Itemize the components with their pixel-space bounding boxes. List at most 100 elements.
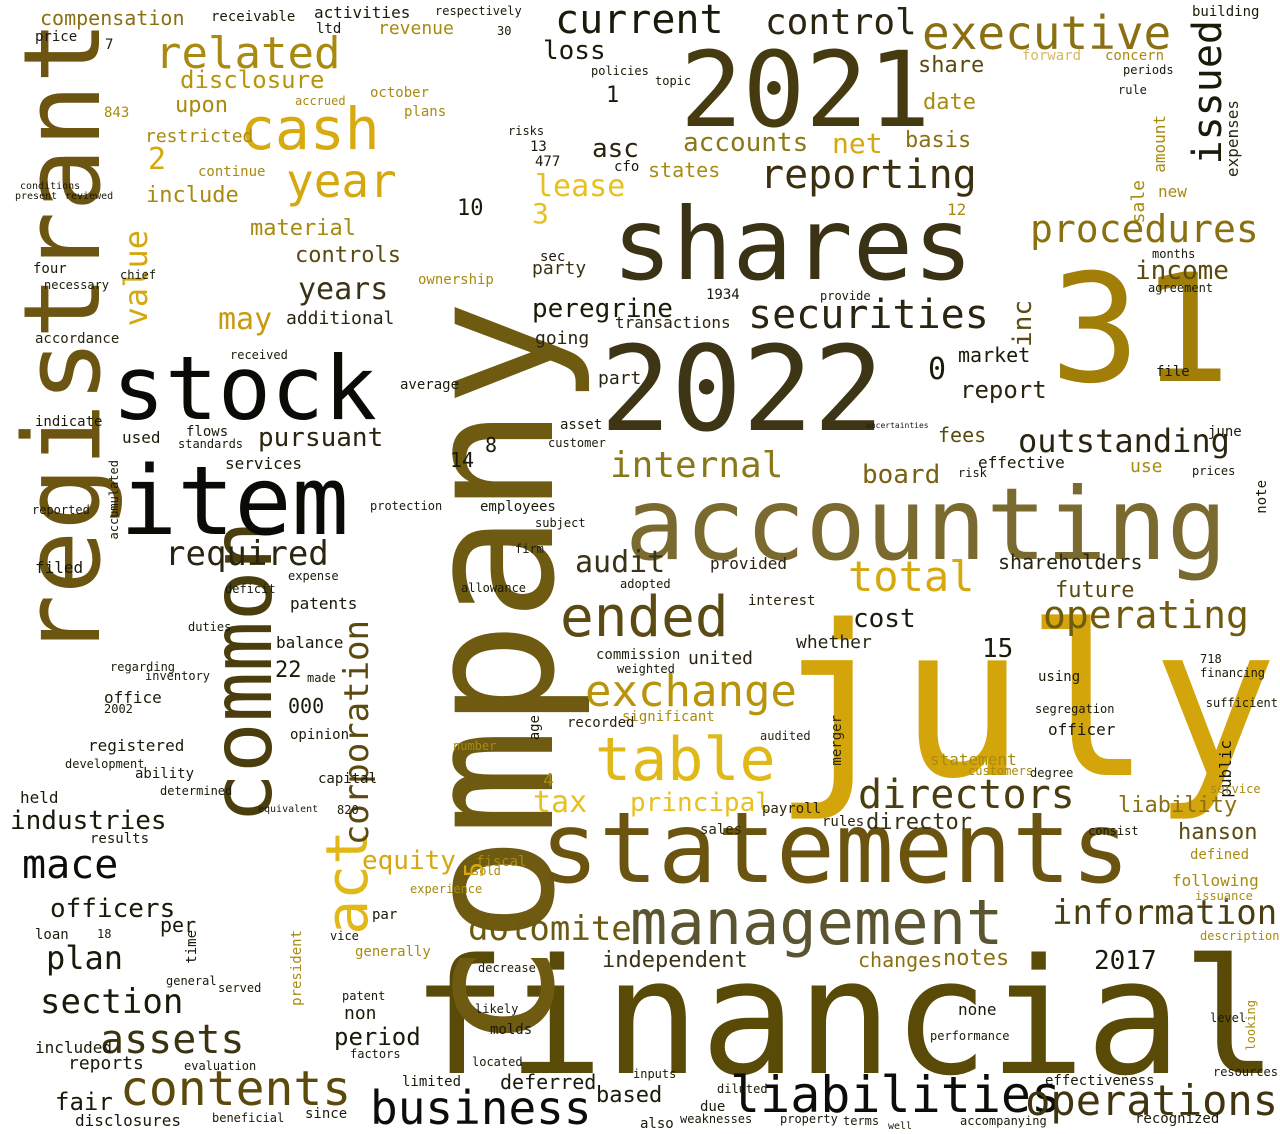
- word-development: development: [65, 757, 145, 771]
- word-officer: officer: [1048, 720, 1116, 739]
- word-plans: plans: [404, 104, 447, 120]
- word-related: related: [155, 28, 341, 79]
- word-5: 5: [460, 862, 490, 878]
- word-820: 820: [337, 803, 359, 817]
- word-topic: topic: [655, 74, 692, 88]
- word-price: price: [35, 29, 78, 45]
- word-12: 12: [947, 200, 967, 219]
- word-chief: chief: [120, 268, 157, 282]
- word-disclosure: disclosure: [180, 66, 325, 94]
- word-based: based: [596, 1083, 663, 1108]
- word-receivable: receivable: [211, 9, 296, 25]
- word-asset: asset: [560, 417, 603, 433]
- word-following: following: [1172, 871, 1259, 890]
- word-asc: asc: [592, 134, 639, 164]
- word-2021: 2021: [680, 29, 931, 151]
- word-new: new: [1158, 182, 1187, 201]
- word-30: 30: [497, 24, 512, 38]
- word-rule: rule: [1118, 83, 1147, 97]
- word-tax: tax: [533, 785, 588, 820]
- word-10: 10: [457, 196, 484, 221]
- word-agreement: agreement: [1148, 281, 1214, 295]
- word-0: 0: [928, 352, 947, 387]
- word-conditions: conditions: [20, 181, 81, 192]
- word-interest: interest: [748, 593, 816, 609]
- word-party: party: [532, 258, 587, 279]
- word-necessary: necessary: [44, 278, 110, 292]
- word-customer: customer: [548, 436, 606, 450]
- word-audited: audited: [760, 729, 811, 743]
- word-fiscal: fiscal: [476, 854, 527, 870]
- word-adopted: adopted: [620, 577, 671, 591]
- word-officers: officers: [50, 894, 176, 924]
- word-hanson: hanson: [1178, 820, 1258, 845]
- word-expense: expense: [288, 569, 339, 583]
- word-provide: provide: [820, 289, 871, 303]
- word-2017: 2017: [1094, 946, 1157, 976]
- word-statements: statements: [540, 792, 1131, 906]
- word-received: received: [230, 348, 288, 362]
- word-weaknesses: weaknesses: [680, 1112, 753, 1126]
- word-also: also: [640, 1116, 674, 1132]
- word-four: four: [33, 261, 67, 277]
- word-rules: rules: [822, 814, 865, 830]
- word-ltd: ltd: [316, 21, 342, 37]
- word-located: located: [472, 1055, 523, 1069]
- word-opinion: opinion: [290, 727, 350, 743]
- word-net: net: [832, 127, 883, 160]
- word-changes: changes: [858, 948, 943, 972]
- word-7: 7: [105, 37, 114, 53]
- word-degree: degree: [1030, 766, 1074, 780]
- word-2002: 2002: [104, 702, 133, 716]
- word-part: part: [598, 368, 642, 389]
- word-shareholders: shareholders: [998, 550, 1143, 574]
- word-item: item: [120, 447, 349, 557]
- word-fair: fair: [55, 1088, 113, 1116]
- word-accrued: accrued: [295, 94, 346, 108]
- word-current: current: [555, 0, 724, 43]
- word-shares: shares: [612, 186, 974, 303]
- word-information: information: [1052, 893, 1278, 933]
- word-standards: standards: [178, 437, 244, 451]
- word-securities: securities: [748, 292, 989, 338]
- word-14: 14: [450, 448, 475, 472]
- word-recorded: recorded: [567, 715, 635, 731]
- word-respectively: respectively: [435, 4, 522, 18]
- word-concern: concern: [1105, 48, 1165, 64]
- word-filed: filed: [35, 558, 84, 577]
- word-capital: capital: [318, 771, 378, 787]
- word-issuance: issuance: [1195, 889, 1253, 903]
- word-equivalent: equivalent: [258, 804, 319, 815]
- word-allowance: allowance: [461, 581, 527, 595]
- word-results: results: [90, 831, 150, 847]
- word-sales: sales: [700, 822, 743, 838]
- word-file: file: [1156, 364, 1190, 380]
- word-18: 18: [97, 927, 112, 941]
- word-total: total: [848, 552, 975, 601]
- word-controls: controls: [295, 243, 401, 268]
- word-000: 000: [288, 694, 325, 718]
- word-molds: molds: [490, 1022, 533, 1038]
- word-firm: firm: [515, 542, 544, 556]
- word-director: director: [866, 810, 972, 835]
- word-loss: loss: [543, 36, 606, 66]
- word-office: office: [104, 688, 162, 707]
- word-consist: consist: [1088, 824, 1139, 838]
- word-mace: mace: [22, 842, 119, 888]
- word-periods: periods: [1123, 63, 1174, 77]
- word-liabilities: liabilities: [730, 1066, 1062, 1124]
- word-sold: sold: [472, 864, 501, 878]
- word-accumulated: accumulated: [107, 460, 121, 540]
- word-control: control: [765, 2, 917, 43]
- word-flows: flows: [186, 424, 229, 440]
- word-business: business: [370, 1081, 592, 1134]
- word-states: states: [648, 158, 721, 182]
- word-accounts: accounts: [683, 128, 809, 158]
- word-service: service: [1210, 782, 1261, 796]
- word-evaluation: evaluation: [184, 1059, 257, 1073]
- word-procedures: procedures: [1030, 207, 1259, 251]
- word-par: par: [372, 907, 398, 923]
- word-additional: additional: [286, 308, 395, 329]
- word-contents: contents: [120, 1061, 352, 1117]
- word-forward: forward: [1022, 48, 1082, 64]
